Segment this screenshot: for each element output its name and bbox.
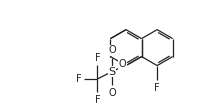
Text: F: F	[95, 95, 100, 105]
Text: S: S	[108, 67, 116, 77]
Text: O: O	[119, 59, 126, 69]
Text: F: F	[154, 83, 160, 93]
Text: F: F	[76, 74, 82, 84]
Text: F: F	[95, 53, 100, 63]
Text: O: O	[108, 88, 116, 98]
Text: O: O	[108, 45, 116, 55]
